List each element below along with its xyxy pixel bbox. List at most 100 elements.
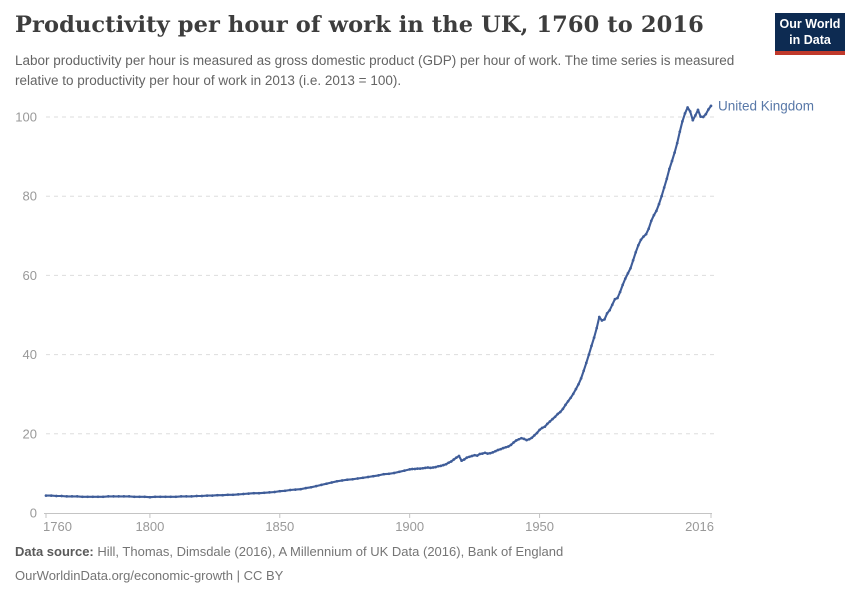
series-marker — [122, 495, 126, 498]
series-marker — [597, 315, 601, 319]
series-marker — [421, 466, 425, 470]
series-marker — [577, 382, 580, 386]
series-marker — [252, 491, 256, 495]
series-marker — [81, 495, 84, 499]
series-marker — [345, 478, 349, 482]
series-marker — [436, 464, 440, 468]
x-axis-tick-label: 1950 — [525, 519, 554, 534]
series-marker — [273, 490, 276, 494]
series-marker — [403, 469, 406, 472]
series-marker — [520, 436, 523, 440]
series-marker — [631, 259, 635, 262]
series-marker — [392, 471, 396, 475]
series-marker — [509, 443, 513, 447]
series-marker — [644, 232, 648, 236]
series-marker — [75, 495, 79, 498]
series-marker — [449, 460, 453, 463]
series-marker — [101, 495, 105, 499]
series-marker — [473, 453, 476, 457]
series-marker — [294, 488, 297, 491]
owid-logo-line2: in Data — [789, 33, 831, 48]
series-marker — [361, 476, 365, 480]
series-end-label: United Kingdom — [718, 98, 814, 113]
series-marker — [455, 456, 458, 459]
series-marker — [673, 151, 676, 154]
series-marker — [688, 110, 692, 113]
chart-subtitle: Labor productivity per hour is measured … — [15, 53, 735, 89]
series-marker — [439, 464, 443, 468]
series-marker — [382, 472, 386, 476]
series-marker — [686, 106, 689, 109]
series-marker — [475, 454, 479, 457]
series-marker — [494, 449, 497, 453]
series-marker — [200, 494, 204, 498]
series-marker — [148, 495, 152, 499]
series-marker — [616, 296, 619, 300]
series-marker — [704, 112, 708, 116]
series-marker — [569, 396, 573, 400]
series-marker — [512, 441, 515, 444]
series-marker — [210, 494, 214, 497]
series-marker — [496, 448, 500, 452]
series-marker — [629, 266, 632, 270]
series-marker — [44, 494, 48, 497]
y-axis-tick-label: 60 — [23, 268, 37, 283]
series-marker — [447, 461, 450, 465]
series-marker — [649, 219, 653, 223]
series-marker — [553, 415, 557, 419]
x-axis-tick-label: 1760 — [43, 519, 72, 534]
series-marker — [242, 492, 245, 496]
y-axis-tick-label: 100 — [15, 110, 37, 125]
series-marker — [169, 495, 173, 499]
series-marker — [164, 495, 167, 499]
series-marker — [216, 493, 219, 497]
series-marker — [595, 326, 599, 330]
footer-link[interactable]: OurWorldinData.org/economic-growth — [15, 568, 233, 584]
series-marker — [514, 439, 518, 442]
y-axis-tick-label: 0 — [30, 506, 37, 521]
series-marker — [413, 467, 417, 471]
series-marker — [283, 489, 287, 493]
series-marker — [660, 194, 663, 198]
series-marker — [504, 445, 508, 449]
series-marker — [335, 479, 339, 483]
x-axis-tick-label: 1850 — [265, 519, 294, 534]
series-marker — [158, 495, 162, 499]
series-line — [44, 104, 713, 499]
series-marker — [288, 488, 292, 492]
chart-footer: Data source: Hill, Thomas, Dimsdale (201… — [15, 543, 563, 591]
series-marker — [613, 297, 617, 301]
series-marker — [465, 456, 469, 459]
series-marker — [701, 115, 705, 119]
series-marker — [605, 312, 609, 315]
owid-logo-line1: Our World — [779, 17, 841, 31]
series-marker — [179, 495, 183, 498]
series-marker — [564, 403, 567, 407]
series-marker — [675, 141, 679, 145]
series-marker — [582, 369, 586, 373]
series-marker — [488, 451, 492, 455]
series-marker — [96, 495, 100, 499]
series-marker — [678, 130, 682, 134]
series-marker — [309, 485, 313, 489]
series-marker — [426, 466, 430, 469]
series-marker — [91, 495, 95, 499]
series-marker — [618, 290, 622, 294]
series-marker — [590, 344, 593, 348]
series-marker — [418, 467, 422, 470]
series-marker — [356, 477, 360, 480]
series-marker — [55, 494, 58, 498]
series-marker — [556, 412, 560, 416]
series-marker — [330, 481, 334, 484]
series-marker — [691, 118, 695, 122]
series-marker — [470, 454, 474, 458]
series-marker — [636, 243, 640, 247]
series-marker — [683, 112, 687, 115]
series-marker — [366, 475, 370, 479]
owid-logo[interactable]: Our World in Data — [775, 13, 845, 55]
series-marker — [668, 167, 671, 171]
series-marker — [548, 420, 552, 423]
series-marker — [190, 495, 193, 498]
series-marker — [138, 495, 141, 499]
